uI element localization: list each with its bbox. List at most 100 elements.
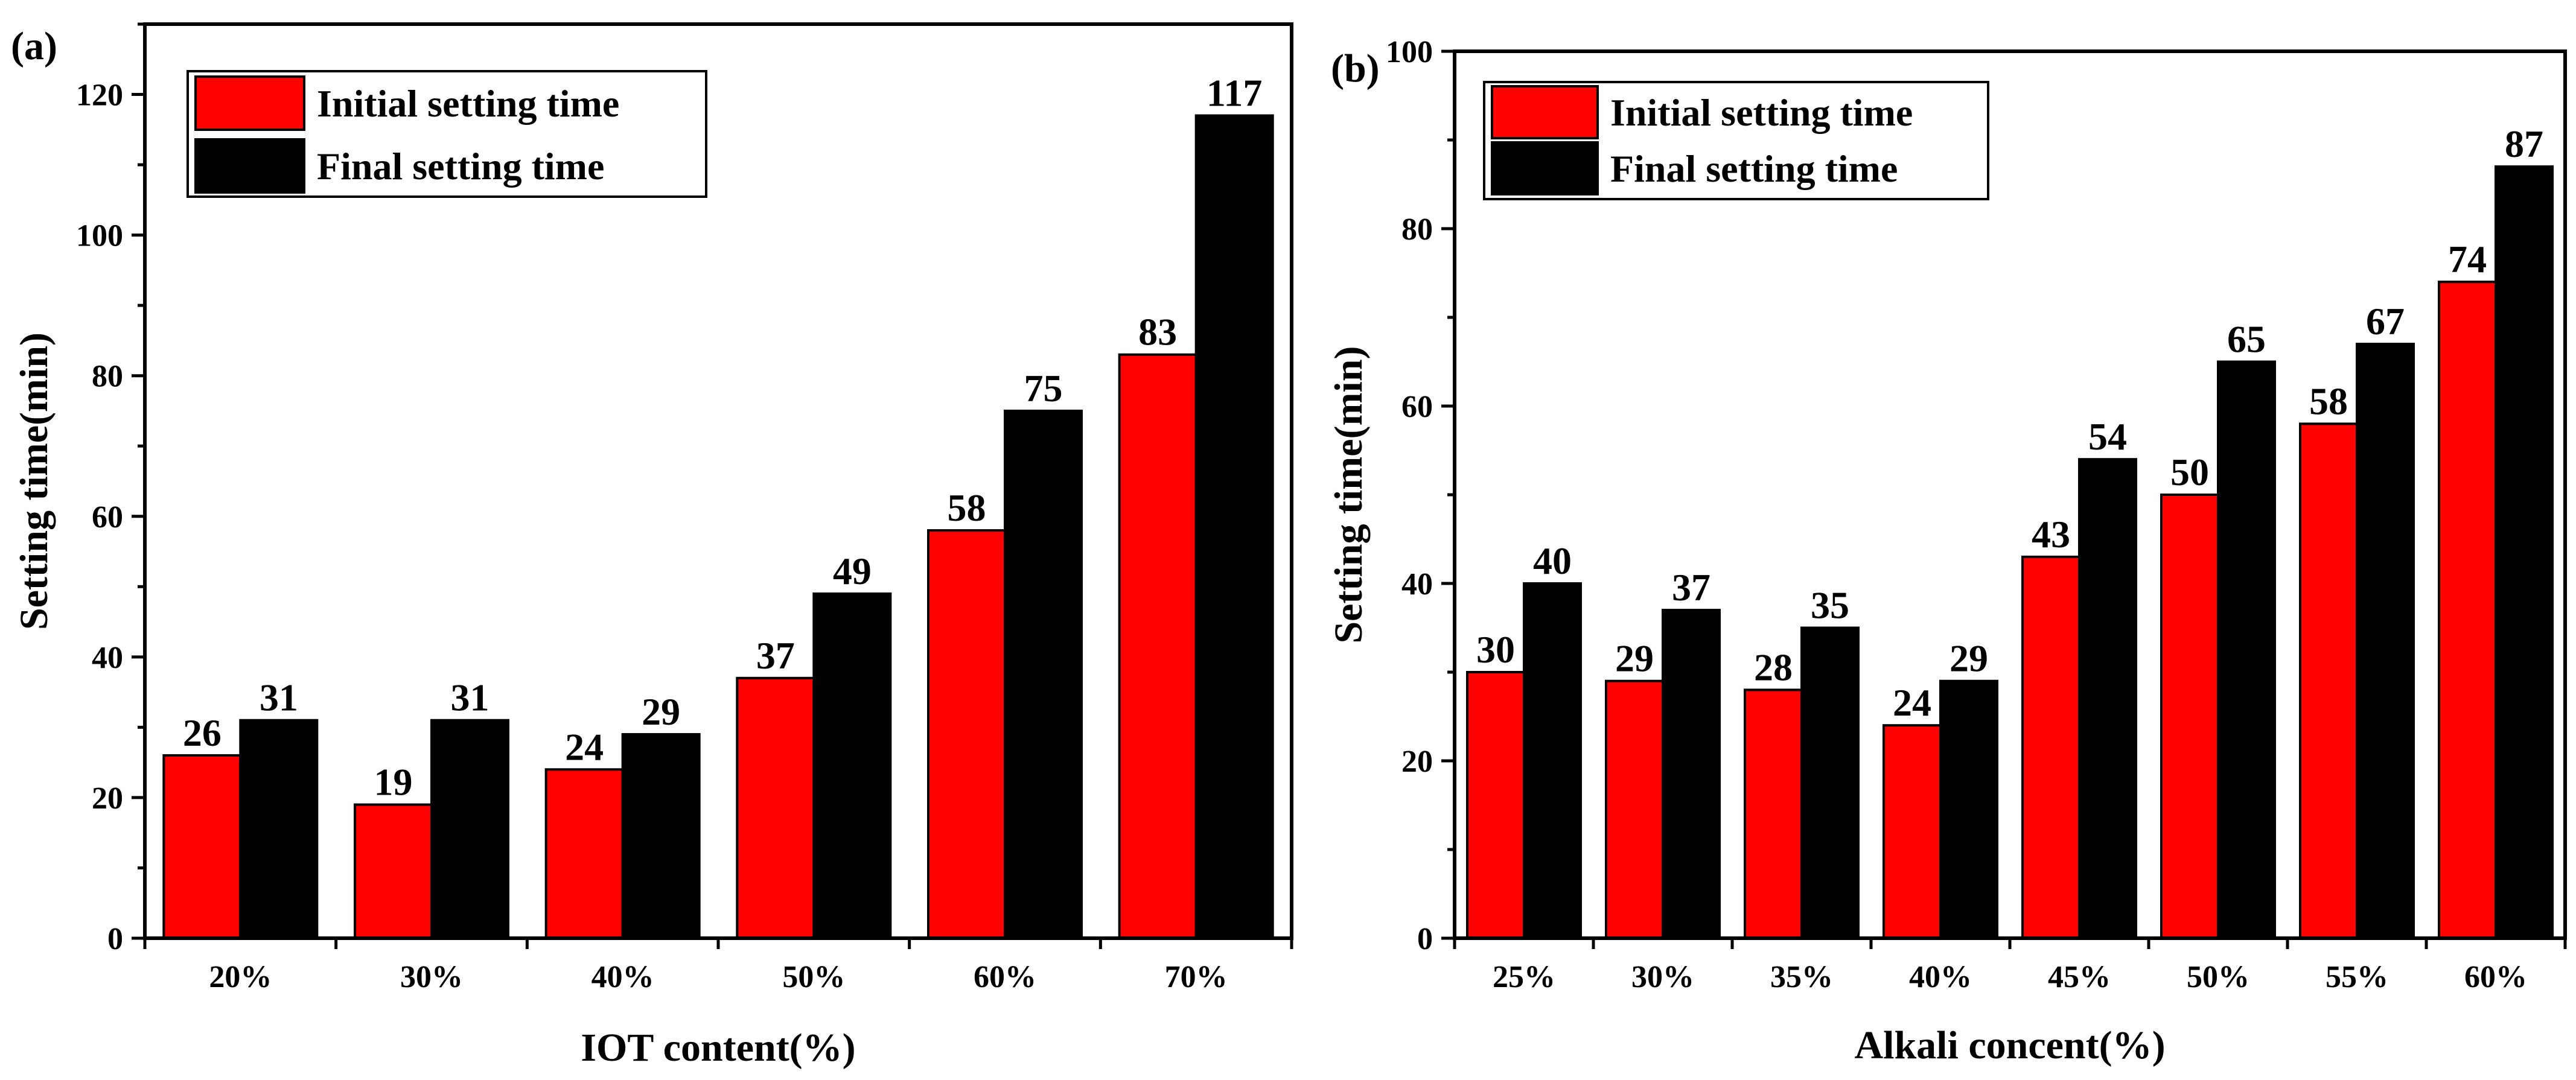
panel-label: (b) <box>1331 46 1380 91</box>
bar-initial-60pct <box>2438 281 2497 940</box>
legend-swatch-final <box>194 138 305 194</box>
bar-initial-30pct <box>1605 679 1664 939</box>
legend-swatch-final <box>1491 141 1599 195</box>
data-label: 35 <box>1811 584 1849 627</box>
x-tick-label: 55% <box>2326 960 2388 994</box>
y-tick-label: 120 <box>76 78 123 113</box>
data-label: 87 <box>2505 122 2543 165</box>
data-label: 30 <box>1476 628 1515 671</box>
bar-initial-40pct <box>1883 724 1942 939</box>
x-tick-label: 50% <box>782 960 845 994</box>
y-tick-label: 20 <box>92 781 123 816</box>
data-label: 54 <box>2088 415 2127 458</box>
y-tick-label: 100 <box>1386 35 1433 69</box>
bar-initial-45pct <box>2021 555 2080 939</box>
data-label: 67 <box>2366 300 2405 343</box>
legend-swatch-initial <box>1491 85 1599 139</box>
data-label: 24 <box>1893 681 1931 724</box>
bar-initial-25pct <box>1466 671 1525 939</box>
x-tick-label: 45% <box>2048 960 2111 994</box>
bar-initial-50pct <box>736 676 815 940</box>
data-label: 19 <box>374 761 413 804</box>
y-tick-label: 20 <box>1401 745 1433 779</box>
legend-swatch-initial <box>194 75 305 131</box>
data-label: 65 <box>2227 318 2266 361</box>
bar-initial-50pct <box>2160 494 2219 939</box>
data-label: 31 <box>260 676 298 719</box>
data-label: 83 <box>1138 311 1177 354</box>
bar-initial-20pct <box>162 754 242 939</box>
x-tick-label: 50% <box>2187 960 2249 994</box>
bar-final-50pct <box>2217 360 2276 939</box>
data-label: 29 <box>1950 637 1988 680</box>
data-label: 29 <box>642 690 680 733</box>
x-tick-label: 30% <box>1631 960 1694 994</box>
bar-initial-70pct <box>1118 353 1197 939</box>
data-label: 75 <box>1024 367 1063 410</box>
data-label: 31 <box>451 676 489 719</box>
x-tick-label: 30% <box>400 960 463 994</box>
bar-final-35pct <box>1800 626 1860 939</box>
x-axis-title: Alkali concent(%) <box>1854 1023 2165 1067</box>
legend-label-final: Final setting time <box>317 145 604 188</box>
bar-final-20pct <box>239 719 319 939</box>
bar-initial-55pct <box>2299 422 2358 939</box>
y-tick-label: 40 <box>1401 567 1433 602</box>
data-label: 43 <box>2032 513 2070 556</box>
legend-label-final: Final setting time <box>1610 147 1898 190</box>
x-tick-label: 40% <box>1909 960 1972 994</box>
data-label: 28 <box>1754 646 1793 688</box>
y-tick-label: 80 <box>92 360 123 394</box>
x-tick-label: 35% <box>1770 960 1833 994</box>
x-tick-label: 60% <box>2464 960 2527 994</box>
y-axis-title: Setting time(min) <box>1327 346 1371 643</box>
data-label: 29 <box>1615 637 1654 680</box>
data-label: 37 <box>1672 566 1710 609</box>
data-label: 58 <box>948 486 986 529</box>
y-tick-label: 60 <box>92 500 123 535</box>
data-label: 50 <box>2170 451 2209 494</box>
panel-label: (a) <box>11 24 57 68</box>
data-label: 24 <box>565 725 604 768</box>
data-label: 117 <box>1207 72 1262 115</box>
bar-final-25pct <box>1523 582 1582 939</box>
data-label: 37 <box>756 634 795 677</box>
x-tick-label: 25% <box>1493 960 1555 994</box>
x-tick-label: 70% <box>1165 960 1228 994</box>
bar-initial-35pct <box>1744 688 1803 940</box>
chart-panel-b: 30 40 25% 29 37 30% 28 35 35% 24 29 40% 43 54 45% 50 65 5… <box>1327 35 2567 1067</box>
bar-final-30pct <box>1662 609 1721 939</box>
bar-initial-60pct <box>927 529 1006 939</box>
legend-label-initial: Initial setting time <box>1610 91 1913 134</box>
y-tick-label: 80 <box>1401 212 1433 247</box>
y-tick-label: 0 <box>107 922 123 956</box>
bar-final-40pct <box>1939 679 1998 939</box>
bar-final-45pct <box>2078 458 2137 939</box>
y-tick-label: 100 <box>76 219 123 253</box>
bar-final-30pct <box>430 719 509 939</box>
bar-final-60pct <box>1004 409 1083 939</box>
x-tick-label: 60% <box>974 960 1036 994</box>
y-tick-label: 0 <box>1417 922 1433 956</box>
data-label: 26 <box>183 711 222 754</box>
x-tick-label: 20% <box>209 960 272 994</box>
y-axis-title: Setting time(min) <box>12 332 56 630</box>
chart-panel-a: 26 31 20% 19 31 30% 24 29 40% 37 49 50% 58 75 60% 83 117… <box>11 22 1293 1070</box>
data-label: 49 <box>833 550 872 592</box>
x-axis-title: IOT content(%) <box>581 1026 855 1070</box>
bar-initial-30pct <box>354 803 433 939</box>
bar-final-50pct <box>812 592 892 939</box>
bar-final-60pct <box>2495 165 2554 940</box>
bar-final-40pct <box>621 733 701 939</box>
bar-final-55pct <box>2356 343 2415 939</box>
y-tick-label: 60 <box>1401 390 1433 424</box>
bar-initial-40pct <box>544 768 624 940</box>
data-label: 40 <box>1533 539 1572 582</box>
y-tick-label: 40 <box>92 641 123 675</box>
bar-final-70pct <box>1194 114 1274 939</box>
legend-label-initial: Initial setting time <box>317 82 619 125</box>
x-tick-label: 40% <box>591 960 654 994</box>
data-label: 58 <box>2309 380 2348 422</box>
data-label: 74 <box>2448 238 2487 281</box>
